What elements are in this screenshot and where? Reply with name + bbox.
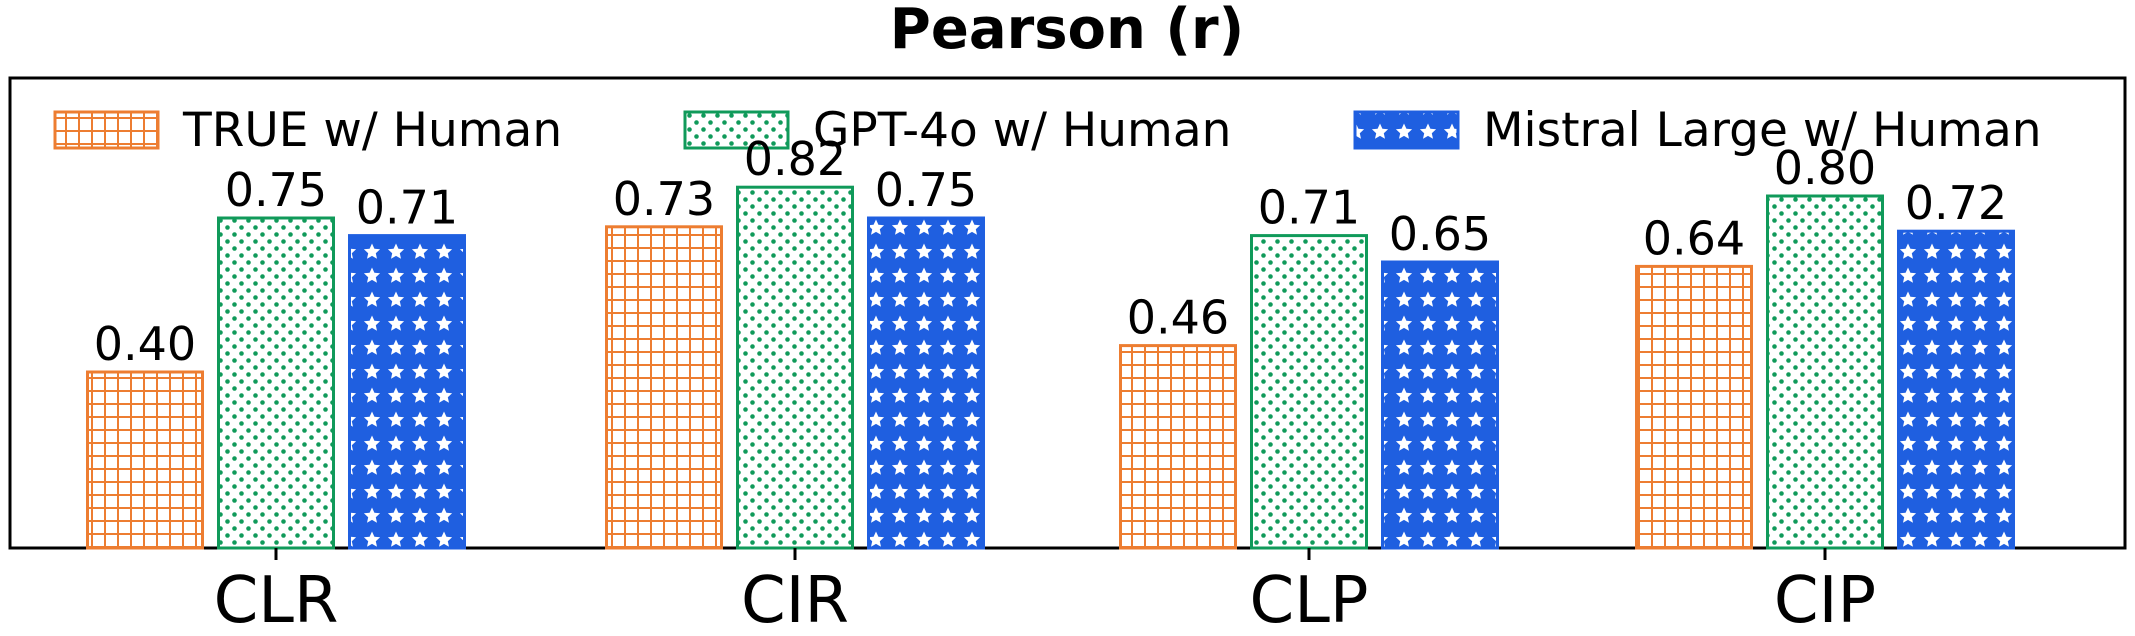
x-tick-label-clp: CLP: [1250, 564, 1369, 636]
value-label-clp-gpt-4o-w-human: 0.71: [1258, 181, 1360, 235]
value-labels-group: 0.40 0.75 0.71 0.73 0.82 0.75 0.46 0.71 0.65 0.64…: [94, 132, 2007, 371]
legend-label-gpt4o: GPT-4o w/ Human: [813, 103, 1231, 158]
bar-clr-gpt-4o-w-human: [217, 216, 335, 550]
plot-frame: [8, 76, 2127, 550]
value-label-clp-true-w-human: 0.46: [1127, 291, 1229, 345]
bar-clp-mistral-large-w-human: [1381, 260, 1499, 550]
value-label-cip-true-w-human: 0.64: [1643, 211, 1745, 265]
value-label-cir-gpt-4o-w-human: 0.82: [744, 132, 846, 186]
value-label-clr-gpt-4o-w-human: 0.75: [225, 163, 327, 217]
x-tick-label-cip: CIP: [1774, 564, 1876, 636]
legend-swatch-mistral: [1353, 110, 1460, 150]
bar-clp-gpt-4o-w-human: [1250, 234, 1368, 550]
value-label-cip-gpt-4o-w-human: 0.80: [1774, 141, 1876, 195]
bar-cir-true-w-human: [605, 225, 723, 550]
legend-swatch-gpt4o: [683, 110, 790, 150]
bar-cir-mistral-large-w-human: [867, 216, 985, 550]
value-label-clp-mistral-large-w-human: 0.65: [1389, 207, 1491, 261]
legend-label-true: TRUE w/ Human: [182, 103, 562, 158]
x-tick-label-clr: CLR: [214, 564, 339, 636]
bar-cir-gpt-4o-w-human: [736, 185, 854, 550]
x-axis: CLR CIR CLP CIP: [214, 548, 1876, 636]
legend-swatch-true: [53, 110, 160, 150]
value-label-cir-mistral-large-w-human: 0.75: [875, 163, 977, 217]
legend: TRUE w/ Human GPT-4o w/ Human Mistral La…: [53, 103, 2042, 158]
bar-cip-mistral-large-w-human: [1897, 229, 2015, 550]
value-label-clr-true-w-human: 0.40: [94, 317, 196, 371]
bar-cip-gpt-4o-w-human: [1766, 194, 1884, 550]
value-label-cir-true-w-human: 0.73: [613, 172, 715, 226]
chart-title: Pearson (r): [890, 0, 1244, 62]
bars-group: [86, 185, 2015, 550]
value-label-clr-mistral-large-w-human: 0.71: [356, 181, 458, 235]
value-label-cip-mistral-large-w-human: 0.72: [1905, 176, 2007, 230]
bar-cip-true-w-human: [1635, 264, 1753, 550]
legend-label-mistral: Mistral Large w/ Human: [1483, 103, 2042, 158]
bar-clr-mistral-large-w-human: [348, 234, 466, 550]
x-tick-label-cir: CIR: [741, 564, 849, 636]
bar-clr-true-w-human: [86, 370, 204, 550]
bar-clp-true-w-human: [1119, 344, 1237, 550]
